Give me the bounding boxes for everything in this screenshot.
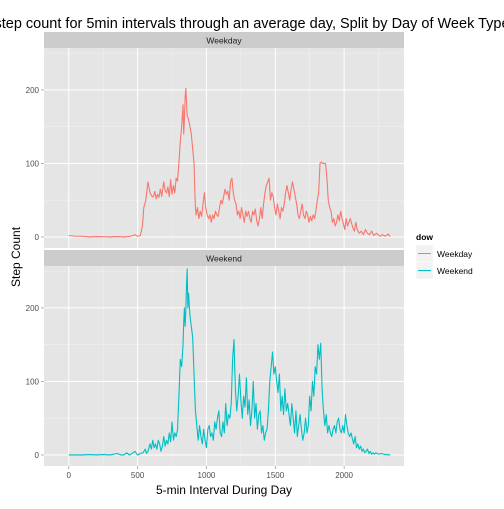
x-tick-label: 1000 <box>198 471 216 480</box>
x-tick-label: 2000 <box>335 471 353 480</box>
strip-weekend <box>44 250 404 266</box>
legend-item-weekend: Weekend <box>415 261 473 280</box>
x-tick-label: 1500 <box>266 471 284 480</box>
facet-weekend: Weekend 0 100 200 <box>26 250 404 466</box>
facet-weekday: Weekday 0 100 200 <box>26 32 404 248</box>
grid-weekday <box>44 48 404 248</box>
y-tick-label: 200 <box>26 304 40 313</box>
line-weekday <box>68 87 391 238</box>
panel-weekday <box>44 48 404 248</box>
grid-weekend <box>44 266 404 466</box>
legend-item-weekday: Weekday <box>415 244 473 263</box>
y-axis-title: Step Count <box>9 226 23 287</box>
x-tick-label: 500 <box>131 471 145 480</box>
x-ticks: 0 500 1000 1500 2000 <box>67 466 354 480</box>
strip-weekday <box>44 32 404 48</box>
legend-label-weekday: Weekday <box>437 249 473 259</box>
strip-label-weekend: Weekend <box>206 254 242 264</box>
legend-title: dow <box>416 232 433 242</box>
series-line-weekday <box>68 87 391 238</box>
y-tick-label: 100 <box>26 159 40 168</box>
legend-label-weekend: Weekend <box>437 266 473 276</box>
x-axis-title: 5-min Interval During Day <box>156 483 292 497</box>
chart-title: step count for 5min intervals through an… <box>0 16 504 32</box>
y-tick-label: 200 <box>26 86 40 95</box>
series-line-weekend <box>68 268 391 456</box>
line-weekend <box>68 268 391 456</box>
y-ticks-weekday: 0 100 200 <box>26 86 44 242</box>
legend: dow Weekday Weekend <box>415 232 473 280</box>
y-tick-label: 0 <box>35 233 40 242</box>
y-ticks-weekend: 0 100 200 <box>26 304 44 460</box>
x-tick-label: 0 <box>67 471 72 480</box>
y-tick-label: 0 <box>35 451 40 460</box>
strip-label-weekday: Weekday <box>206 36 242 46</box>
y-tick-label: 100 <box>26 377 40 386</box>
